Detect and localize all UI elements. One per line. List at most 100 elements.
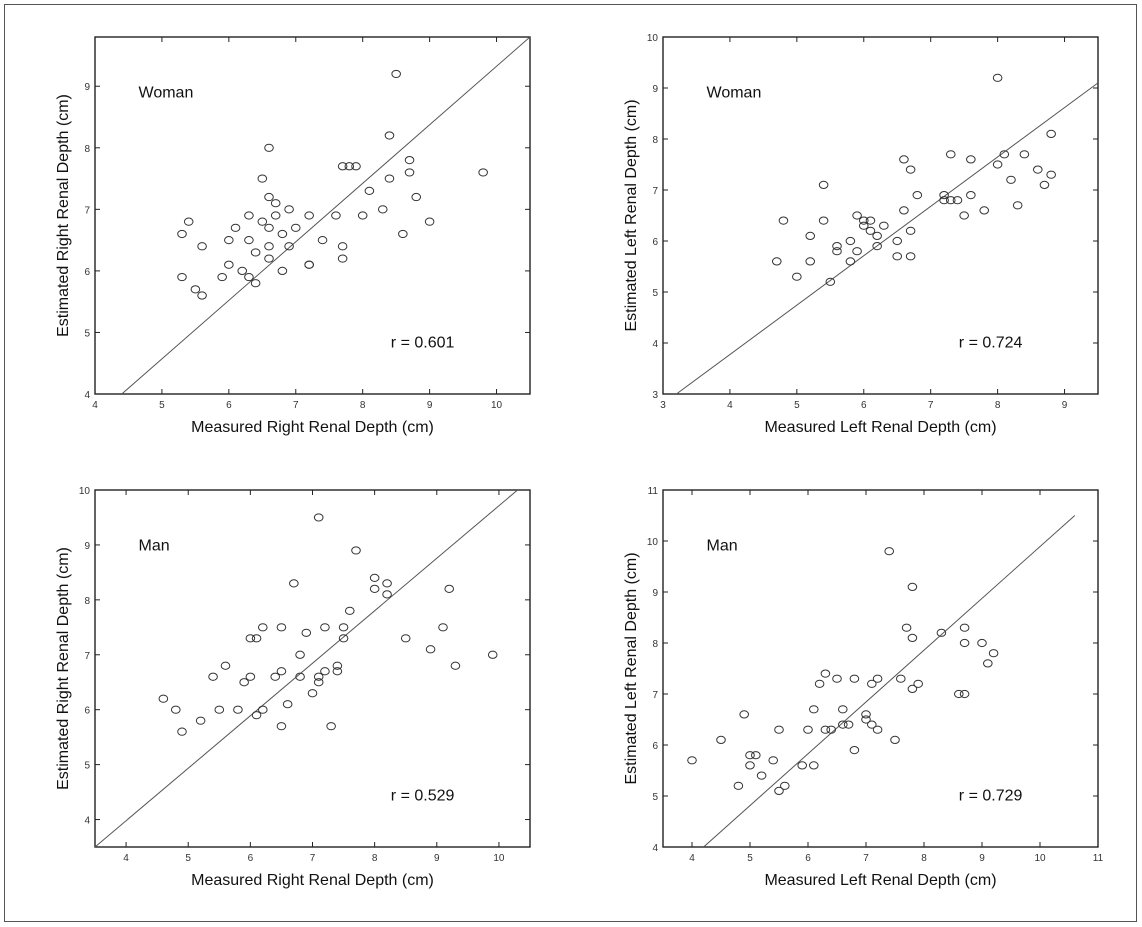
data-point (959, 211, 969, 220)
data-point (438, 623, 448, 632)
data-point (768, 756, 778, 765)
data-point (1012, 201, 1023, 210)
data-point (197, 242, 207, 251)
data-point (867, 679, 877, 688)
data-point (890, 735, 900, 744)
group-label: Woman (139, 85, 194, 102)
data-point (237, 266, 248, 275)
data-point (478, 168, 488, 177)
data-point (983, 659, 993, 668)
y-tick-label: 8 (84, 596, 90, 607)
data-point (825, 277, 836, 286)
data-point (945, 196, 956, 205)
data-point (907, 582, 918, 591)
data-point (907, 684, 918, 693)
data-point (320, 623, 330, 632)
data-point (852, 247, 862, 256)
figure-frame (4, 4, 1137, 922)
data-point (838, 720, 848, 729)
data-point (739, 710, 749, 719)
data-point (264, 143, 274, 152)
scatter-plot-2: 4 5 6 7 8 9 10 4 5 6 7 8 9 10 Man r = 0.529 Measured Rig… (55, 486, 531, 889)
data-point (756, 771, 767, 780)
x-tick-label: 3 (660, 400, 666, 411)
x-tick-label: 9 (434, 853, 440, 864)
data-point (805, 257, 816, 266)
data-point (959, 689, 970, 699)
data-point (284, 242, 294, 251)
data-point (233, 705, 243, 714)
x-axis-title: Measured Right Renal Depth (cm) (191, 419, 434, 436)
y-tick-label: 7 (652, 690, 658, 701)
data-point (745, 751, 755, 760)
data-point (861, 715, 871, 724)
x-tick-label: 9 (427, 400, 433, 411)
y-tick-label: 11 (648, 486, 659, 497)
group-label: Man (139, 538, 170, 555)
data-point (852, 211, 862, 220)
data-point (858, 221, 869, 230)
data-point (952, 196, 963, 205)
data-point (351, 546, 361, 555)
panel-woman-right: 4 5 6 7 8 9 10 4 5 6 7 8 9 Woman r = 0.601 Measured Rig… (10, 5, 570, 450)
data-point (264, 242, 274, 251)
data-point (289, 579, 299, 588)
data-point (332, 667, 343, 676)
data-point (382, 590, 392, 599)
data-point (295, 650, 305, 659)
data-point (364, 186, 375, 195)
y-axis-title: Estimated Left Renal Depth (cm) (623, 99, 640, 331)
x-axis-title: Measured Left Renal Depth (cm) (764, 872, 996, 889)
data-point (277, 229, 288, 239)
data-point (872, 725, 883, 734)
data-point (276, 667, 287, 676)
x-tick-label: 4 (123, 853, 129, 864)
data-point (190, 285, 201, 294)
data-point (792, 272, 802, 281)
plot-area-frame (94, 36, 531, 395)
y-tick-label: 5 (84, 328, 90, 339)
data-point (251, 711, 262, 720)
data-point (977, 638, 987, 648)
data-point (251, 634, 262, 643)
data-point (687, 756, 697, 765)
data-point (257, 623, 268, 632)
data-point (892, 252, 903, 261)
data-point (1006, 175, 1016, 184)
data-point (905, 252, 916, 261)
data-point (954, 689, 964, 699)
data-point (250, 279, 261, 288)
data-point (158, 694, 169, 703)
data-point (1019, 150, 1030, 159)
plot-area-frame (662, 36, 1099, 395)
data-point (865, 226, 876, 235)
data-point (313, 678, 324, 687)
data-point (1039, 180, 1050, 189)
data-point (337, 162, 348, 171)
data-point (444, 584, 455, 593)
data-point (797, 761, 807, 770)
data-point (351, 162, 361, 171)
data-point (1046, 170, 1056, 179)
panel-man-right: 4 5 6 7 8 9 10 4 5 6 7 8 9 10 Man r = 0.529 Measured Rig… (10, 458, 570, 903)
data-point (884, 547, 895, 556)
data-point (849, 674, 860, 683)
y-tick-label: 6 (84, 267, 90, 278)
correlation-label: r = 0.729 (959, 788, 1023, 805)
data-point (270, 672, 281, 681)
y-tick-label: 9 (84, 82, 90, 93)
data-point (771, 257, 782, 266)
y-axis-title: Estimated Right Renal Depth (cm) (55, 94, 72, 337)
data-point (818, 216, 829, 225)
data-point (384, 174, 395, 183)
data-point (899, 155, 909, 164)
x-tick-label: 8 (372, 853, 378, 864)
data-point (959, 638, 970, 648)
scatter-plot-3: 4 5 6 7 8 9 10 11 4 5 6 7 8 9 10 11 Man r = 0.729 Measured… (623, 486, 1104, 889)
data-point (979, 206, 990, 215)
data-point (257, 174, 268, 183)
data-point (992, 160, 1003, 169)
data-point (177, 272, 187, 282)
data-point (905, 165, 916, 174)
